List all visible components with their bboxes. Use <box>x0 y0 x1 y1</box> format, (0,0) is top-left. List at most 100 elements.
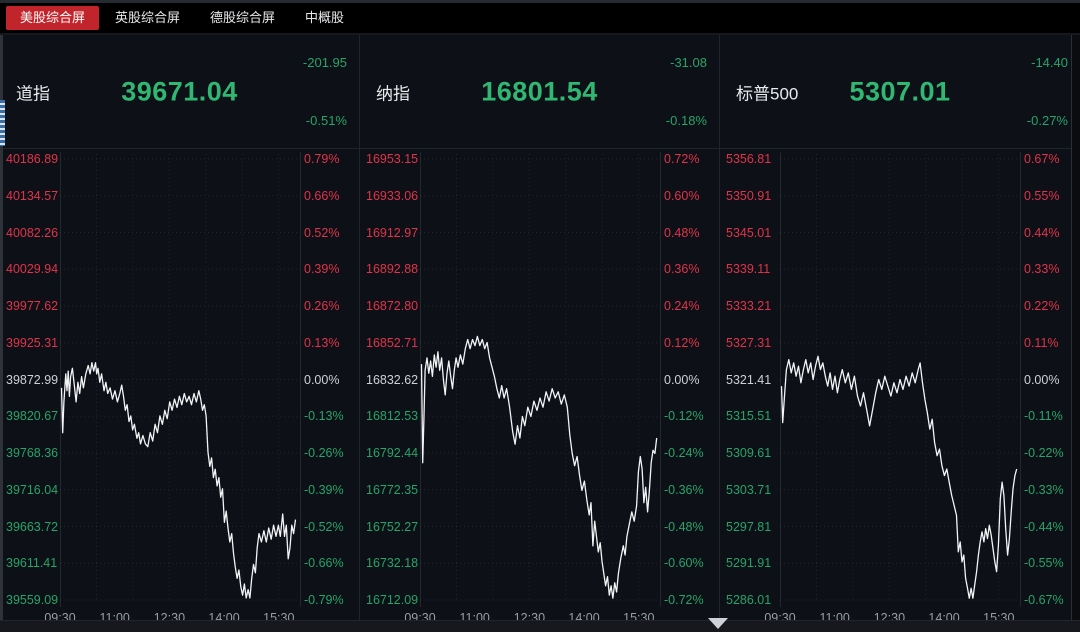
pct-axis-label: 0.39% <box>304 262 340 277</box>
pct-axis-label: 0.11% <box>1024 335 1059 350</box>
index-change-value: -31.08 <box>670 55 707 70</box>
price-axis-label: 40134.57 <box>6 188 59 203</box>
market-tabbar: 美股综合屏 英股综合屏 德股综合屏 中概股 <box>0 3 1080 35</box>
panel-nasdaq: 纳指 16801.54 -31.08 -0.18% 16953.15 0.72% 1… <box>360 35 720 625</box>
price-axis-label: 5321.41 <box>726 372 772 387</box>
index-name: 标普500 <box>736 84 799 103</box>
index-last-price: 39671.04 <box>121 76 238 106</box>
price-axis-label: 39716.04 <box>6 482 59 497</box>
price-axis-label: 16812.53 <box>366 409 419 424</box>
price-axis-label: 5350.91 <box>726 188 772 203</box>
pct-axis-label: -0.33% <box>1024 482 1064 497</box>
header-divider <box>0 148 359 149</box>
price-axis-label: 16872.80 <box>366 299 419 313</box>
header-divider <box>720 148 1080 149</box>
plot-right-border <box>660 152 661 607</box>
price-axis-label: 16892.88 <box>366 262 419 277</box>
pct-axis-label: 0.24% <box>664 299 700 313</box>
price-axis-label: 39768.36 <box>6 446 59 460</box>
price-axis-label: 16772.35 <box>366 482 419 497</box>
pct-axis-label: -0.60% <box>664 556 704 571</box>
pct-axis-label: 0.66% <box>304 188 340 203</box>
price-axis-label: 39872.99 <box>6 372 59 387</box>
index-change-value: -14.40 <box>1031 55 1068 70</box>
price-axis-label: 39925.31 <box>6 335 59 350</box>
pct-axis-label: 0.00% <box>1024 372 1060 387</box>
price-axis-label: 39611.41 <box>6 556 58 571</box>
price-axis-label: 40082.26 <box>6 225 59 240</box>
index-change-block: -201.95 -0.51% <box>303 35 347 148</box>
header-divider <box>360 148 719 149</box>
intraday-line-chart[interactable] <box>780 152 1020 607</box>
pct-axis-label: 0.00% <box>304 372 340 387</box>
price-axis-label: 5327.31 <box>726 335 772 350</box>
pct-axis-label: 0.67% <box>1024 152 1060 166</box>
index-change-percent: -0.51% <box>305 113 347 128</box>
pct-axis-label: 0.52% <box>304 225 340 240</box>
pct-axis-label: 0.26% <box>304 299 340 313</box>
price-line <box>780 355 1018 599</box>
tab-germany-composite[interactable]: 德股综合屏 <box>210 10 276 25</box>
index-panels: 道指 39671.04 -201.95 -0.51% 40186.89 0.79%… <box>0 35 1080 625</box>
window-left-edge <box>0 35 3 620</box>
index-last-price: 5307.01 <box>849 76 951 106</box>
window-bottom-bar <box>0 620 1080 632</box>
price-axis-label: 5291.91 <box>726 556 772 571</box>
pct-axis-label: -0.79% <box>304 593 344 607</box>
price-axis-label: 39820.67 <box>6 409 59 424</box>
pct-axis-label: 0.22% <box>1024 299 1060 313</box>
index-change-percent: -0.27% <box>1026 113 1068 128</box>
price-axis-label: 16852.71 <box>366 335 419 350</box>
price-line <box>60 362 297 599</box>
price-axis-label: 39663.72 <box>6 519 59 534</box>
index-header-dow[interactable]: 道指 39671.04 -201.95 -0.51% <box>0 35 359 148</box>
price-axis-label: 16792.44 <box>366 446 419 460</box>
price-axis-label: 40029.94 <box>6 262 59 277</box>
chart-grid <box>420 154 660 601</box>
pct-axis-label: 0.44% <box>1024 225 1060 240</box>
price-axis-label: 5309.61 <box>726 446 772 460</box>
tab-us-composite[interactable]: 美股综合屏 <box>6 6 100 30</box>
pct-axis-label: -0.48% <box>664 519 704 534</box>
price-axis-label: 16933.06 <box>366 188 419 203</box>
price-axis-label: 40186.89 <box>6 152 59 166</box>
index-header-sp500[interactable]: 标普500 5307.01 -14.40 -0.27% <box>720 35 1080 148</box>
pct-axis-label: 0.72% <box>664 152 700 166</box>
pct-axis-label: 0.12% <box>664 335 700 350</box>
plot-left-border <box>60 152 61 607</box>
tab-uk-composite[interactable]: 英股综合屏 <box>115 10 181 25</box>
pct-axis-label: -0.22% <box>1024 446 1064 460</box>
index-change-block: -14.40 -0.27% <box>1027 35 1068 148</box>
cursor-down-triangle <box>708 618 728 629</box>
intraday-line-chart[interactable] <box>420 152 660 607</box>
pct-axis-label: -0.52% <box>304 519 344 534</box>
price-axis-label: 39977.62 <box>6 299 59 313</box>
pct-axis-label: 0.00% <box>664 372 700 387</box>
pct-axis-label: 0.55% <box>1024 188 1060 203</box>
index-change-percent: -0.18% <box>665 113 707 128</box>
price-axis-label: 16953.15 <box>366 152 419 166</box>
plot-right-border <box>1020 152 1021 607</box>
pct-axis-label: -0.55% <box>1024 556 1064 571</box>
pct-axis-label: 0.48% <box>664 225 700 240</box>
tab-china-concept[interactable]: 中概股 <box>305 10 345 25</box>
pct-axis-label: 0.33% <box>1024 262 1060 277</box>
pct-axis-label: 0.36% <box>664 262 700 277</box>
price-axis-label: 5297.81 <box>726 519 772 534</box>
index-header-nasdaq[interactable]: 纳指 16801.54 -31.08 -0.18% <box>360 35 719 148</box>
price-axis-label: 39559.09 <box>6 593 59 607</box>
window-right-edge <box>1071 35 1080 620</box>
plot-left-border <box>420 152 421 607</box>
pct-axis-label: -0.36% <box>664 482 704 497</box>
price-axis-label: 5356.81 <box>726 152 772 166</box>
price-axis-label: 5345.01 <box>726 225 772 240</box>
background-window-sliver <box>0 100 5 146</box>
intraday-line-chart[interactable] <box>60 152 300 607</box>
pct-axis-label: -0.11% <box>1024 409 1063 424</box>
price-axis-label: 5303.71 <box>726 482 772 497</box>
price-axis-label: 5286.01 <box>726 593 772 607</box>
panel-dow: 道指 39671.04 -201.95 -0.51% 40186.89 0.79%… <box>0 35 360 625</box>
chart-grid <box>60 154 300 601</box>
pct-axis-label: 0.13% <box>304 335 340 350</box>
